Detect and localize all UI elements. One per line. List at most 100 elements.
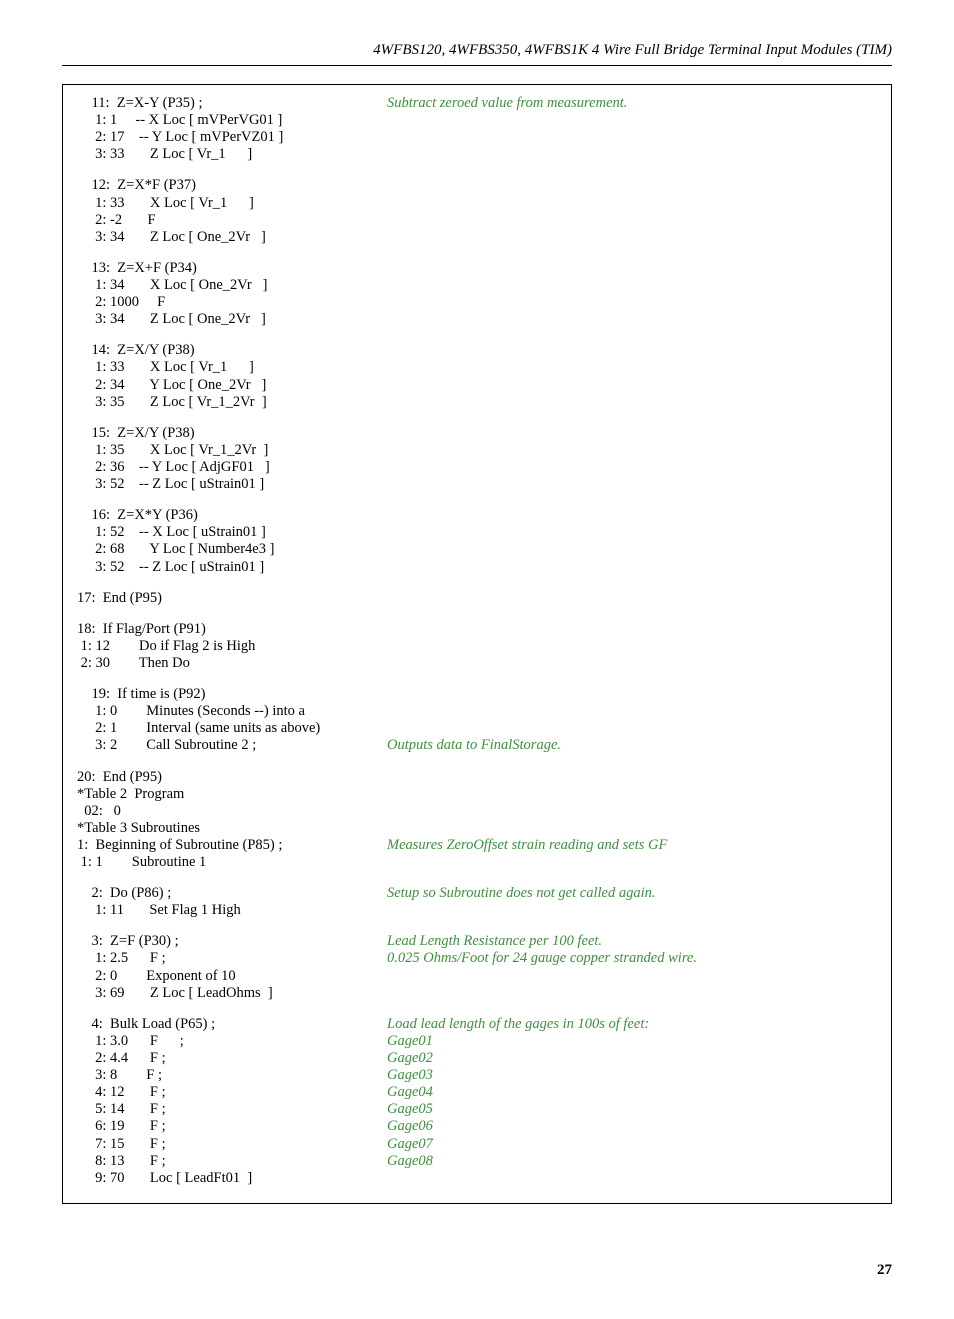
page-number: 27 (62, 1262, 892, 1279)
code-line: 4: Bulk Load (P65) ;Load lead length of … (77, 1016, 877, 1033)
code-line: 5: 14 F ;Gage05 (77, 1101, 877, 1118)
code-text: 4: 12 F ; (77, 1084, 387, 1101)
code-text: 3: 35 Z Loc [ Vr_1_2Vr ] (77, 394, 387, 411)
code-line: 2: 0 Exponent of 10 (77, 968, 877, 985)
code-line: 3: 34 Z Loc [ One_2Vr ] (77, 229, 877, 246)
code-comment: Subtract zeroed value from measurement. (387, 95, 877, 112)
code-text: 7: 15 F ; (77, 1136, 387, 1153)
code-text: 2: 36 -- Y Loc [ AdjGF01 ] (77, 459, 387, 476)
code-comment: Gage04 (387, 1084, 877, 1101)
code-text: 1: 0 Minutes (Seconds --) into a (77, 703, 387, 720)
code-text: 1: 35 X Loc [ Vr_1_2Vr ] (77, 442, 387, 459)
code-line: 1: 11 Set Flag 1 High (77, 902, 877, 919)
code-text: 8: 13 F ; (77, 1153, 387, 1170)
blank-line (77, 1002, 877, 1016)
blank-line (77, 163, 877, 177)
code-text: 3: 69 Z Loc [ LeadOhms ] (77, 985, 387, 1002)
code-line: 3: 2 Call Subroutine 2 ;Outputs data to … (77, 737, 877, 754)
code-comment: Measures ZeroOffset strain reading and s… (387, 837, 877, 854)
code-line: 1: 0 Minutes (Seconds --) into a (77, 703, 877, 720)
code-text: 02: 0 (77, 803, 387, 820)
code-line: 13: Z=X+F (P34) (77, 260, 877, 277)
code-line: 18: If Flag/Port (P91) (77, 621, 877, 638)
code-listing-box: 11: Z=X-Y (P35) ;Subtract zeroed value f… (62, 84, 892, 1204)
code-line: *Table 3 Subroutines (77, 820, 877, 837)
code-text: 18: If Flag/Port (P91) (77, 621, 387, 638)
code-text: 15: Z=X/Y (P38) (77, 425, 387, 442)
code-text: 13: Z=X+F (P34) (77, 260, 387, 277)
code-comment: Gage07 (387, 1136, 877, 1153)
code-text: 4: Bulk Load (P65) ; (77, 1016, 387, 1033)
code-line: 7: 15 F ;Gage07 (77, 1136, 877, 1153)
code-line: 1: 2.5 F ;0.025 Ohms/Foot for 24 gauge c… (77, 950, 877, 967)
code-line: 1: 35 X Loc [ Vr_1_2Vr ] (77, 442, 877, 459)
code-text: *Table 3 Subroutines (77, 820, 387, 837)
code-line: 2: 68 Y Loc [ Number4e3 ] (77, 541, 877, 558)
code-comment: 0.025 Ohms/Foot for 24 gauge copper stra… (387, 950, 877, 967)
code-text: 11: Z=X-Y (P35) ; (77, 95, 387, 112)
code-text: 3: 33 Z Loc [ Vr_1 ] (77, 146, 387, 163)
code-text: 17: End (P95) (77, 590, 387, 607)
code-text: 2: 0 Exponent of 10 (77, 968, 387, 985)
code-text: 3: 52 -- Z Loc [ uStrain01 ] (77, 559, 387, 576)
code-comment: Setup so Subroutine does not get called … (387, 885, 877, 902)
code-comment: Gage06 (387, 1118, 877, 1135)
code-text: 9: 70 Loc [ LeadFt01 ] (77, 1170, 387, 1187)
blank-line (77, 755, 877, 769)
code-comment: Gage03 (387, 1067, 877, 1084)
page-container: 4WFBS120, 4WFBS350, 4WFBS1K 4 Wire Full … (0, 0, 954, 1319)
code-line: 8: 13 F ;Gage08 (77, 1153, 877, 1170)
code-text: 2: 68 Y Loc [ Number4e3 ] (77, 541, 387, 558)
code-comment: Gage05 (387, 1101, 877, 1118)
code-text: 1: 12 Do if Flag 2 is High (77, 638, 387, 655)
code-comment: Lead Length Resistance per 100 feet. (387, 933, 877, 950)
code-line: 3: Z=F (P30) ;Lead Length Resistance per… (77, 933, 877, 950)
code-line: 3: 52 -- Z Loc [ uStrain01 ] (77, 559, 877, 576)
code-text: 1: 1 -- X Loc [ mVPerVG01 ] (77, 112, 387, 129)
code-text: 19: If time is (P92) (77, 686, 387, 703)
blank-line (77, 871, 877, 885)
code-line: 2: Do (P86) ;Setup so Subroutine does no… (77, 885, 877, 902)
code-text: 1: 52 -- X Loc [ uStrain01 ] (77, 524, 387, 541)
code-line: 2: 1000 F (77, 294, 877, 311)
blank-line (77, 919, 877, 933)
code-text: 20: End (P95) (77, 769, 387, 786)
code-line: 16: Z=X*Y (P36) (77, 507, 877, 524)
code-text: 2: 17 -- Y Loc [ mVPerVZ01 ] (77, 129, 387, 146)
blank-line (77, 672, 877, 686)
blank-line (77, 576, 877, 590)
code-text: 16: Z=X*Y (P36) (77, 507, 387, 524)
code-text: 3: 34 Z Loc [ One_2Vr ] (77, 229, 387, 246)
code-line: 3: 8 F ;Gage03 (77, 1067, 877, 1084)
code-line: 14: Z=X/Y (P38) (77, 342, 877, 359)
code-text: 2: 30 Then Do (77, 655, 387, 672)
code-line: 6: 19 F ;Gage06 (77, 1118, 877, 1135)
code-line: 1: 12 Do if Flag 2 is High (77, 638, 877, 655)
code-line: *Table 2 Program (77, 786, 877, 803)
code-line: 02: 0 (77, 803, 877, 820)
code-text: 5: 14 F ; (77, 1101, 387, 1118)
code-comment: Gage01 (387, 1033, 877, 1050)
code-text: 12: Z=X*F (P37) (77, 177, 387, 194)
code-line: 12: Z=X*F (P37) (77, 177, 877, 194)
blank-line (77, 328, 877, 342)
code-comment: Load lead length of the gages in 100s of… (387, 1016, 877, 1033)
page-header-title: 4WFBS120, 4WFBS350, 4WFBS1K 4 Wire Full … (62, 42, 892, 59)
code-text: 2: 1 Interval (same units as above) (77, 720, 387, 737)
code-text: 1: 1 Subroutine 1 (77, 854, 387, 871)
code-text: 1: 2.5 F ; (77, 950, 387, 967)
code-line: 1: 3.0 F ;Gage01 (77, 1033, 877, 1050)
header-rule (62, 65, 892, 66)
code-text: 2: 34 Y Loc [ One_2Vr ] (77, 377, 387, 394)
code-text: 1: Beginning of Subroutine (P85) ; (77, 837, 387, 854)
code-line: 1: 34 X Loc [ One_2Vr ] (77, 277, 877, 294)
blank-line (77, 411, 877, 425)
code-text: 1: 11 Set Flag 1 High (77, 902, 387, 919)
code-line: 20: End (P95) (77, 769, 877, 786)
code-line: 2: -2 F (77, 212, 877, 229)
code-line: 1: 52 -- X Loc [ uStrain01 ] (77, 524, 877, 541)
code-text: 6: 19 F ; (77, 1118, 387, 1135)
code-text: 3: 8 F ; (77, 1067, 387, 1084)
code-text: 1: 33 X Loc [ Vr_1 ] (77, 195, 387, 212)
code-line: 2: 34 Y Loc [ One_2Vr ] (77, 377, 877, 394)
